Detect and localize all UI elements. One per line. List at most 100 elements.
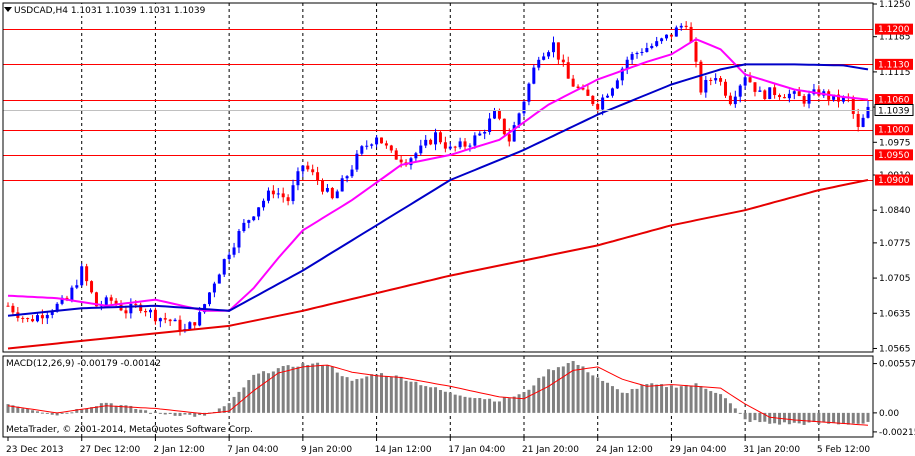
macd-histogram-bar [178, 412, 182, 416]
candle [640, 48, 644, 56]
candle [129, 298, 133, 319]
macd-histogram-bar [615, 389, 619, 413]
candle-body [311, 169, 315, 173]
candle-body [497, 110, 501, 119]
macd-histogram-bar [134, 408, 138, 413]
candle-body [21, 317, 25, 319]
macd-histogram-bar [424, 386, 428, 413]
candle [394, 148, 398, 160]
macd-histogram-bar [792, 412, 796, 423]
macd-axis-label: -0.00215 [879, 428, 915, 438]
main-panel [3, 3, 873, 352]
macd-histogram-bar [340, 376, 344, 413]
candle [699, 59, 703, 95]
candle [286, 194, 290, 206]
macd-histogram-bar [266, 373, 270, 413]
macd-histogram-bar [119, 405, 123, 413]
macd-histogram-bar [517, 394, 521, 413]
chart-dropdown-icon[interactable] [4, 7, 12, 12]
macd-histogram-bar [817, 412, 821, 424]
macd-histogram-bar [468, 397, 472, 413]
candle [615, 78, 619, 90]
candle [468, 143, 472, 152]
macd-histogram-bar [252, 374, 256, 413]
macd-histogram-bar [561, 366, 565, 413]
candle-body [355, 153, 359, 170]
macd-histogram-bar [497, 401, 501, 413]
candle [350, 165, 354, 179]
candle-body [512, 125, 516, 142]
candle-body [227, 254, 231, 260]
macd-histogram-bar [360, 378, 364, 413]
candle [434, 128, 438, 151]
time-axis-label: 14 Jan 12:00 [375, 445, 432, 455]
candle-body [207, 292, 211, 305]
macd-histogram-bar [443, 391, 447, 413]
candle [443, 136, 447, 153]
macd-histogram-bar [674, 387, 678, 413]
candle-body [537, 59, 541, 68]
macd-histogram-bar [26, 408, 30, 413]
macd-histogram-bar [232, 396, 236, 413]
candle [571, 74, 575, 87]
candle [502, 118, 506, 137]
candle-body [149, 309, 153, 313]
candle [21, 316, 25, 323]
price-axis-label: 1.1115 [879, 68, 911, 78]
macd-histogram-bar [802, 412, 806, 425]
candle [158, 317, 162, 328]
macd-histogram-bar [335, 372, 339, 413]
candle [232, 242, 236, 258]
macd-histogram-bar [728, 403, 732, 413]
macd-histogram-bar [782, 412, 786, 423]
macd-histogram-bar [846, 412, 850, 425]
candle [424, 135, 428, 149]
macd-signal-line [7, 364, 869, 426]
candle [237, 228, 241, 254]
candle-body [340, 178, 344, 192]
candle [173, 318, 177, 322]
candle-body [134, 303, 138, 305]
macd-histogram-bar [851, 412, 855, 424]
candle-body [129, 303, 133, 314]
candle [463, 138, 467, 151]
candle-body [778, 95, 782, 98]
macd-histogram-bar [463, 396, 467, 413]
candle [163, 312, 167, 324]
candle-body [60, 297, 64, 304]
candle [797, 86, 801, 97]
macd-histogram-bar [601, 380, 605, 413]
macd-histogram-bar [660, 384, 664, 413]
candle-body [689, 26, 693, 43]
macd-histogram-bar [40, 412, 44, 414]
macd-histogram-bar [610, 386, 614, 413]
main-frame [2, 2, 874, 353]
candle-body [684, 25, 688, 27]
macd-histogram-bar [85, 408, 89, 413]
candle [719, 75, 723, 86]
candle-body [114, 300, 118, 305]
candle [689, 22, 693, 43]
candle-body [389, 145, 393, 151]
macd-histogram-bar [306, 364, 310, 413]
macd-histogram-bar [414, 381, 418, 413]
macd-histogram-bar [453, 394, 457, 413]
candle [429, 138, 433, 146]
macd-histogram-bar [438, 390, 442, 413]
macd-histogram-bar [522, 392, 526, 413]
macd-histogram-bar [394, 375, 398, 413]
candle [257, 207, 261, 221]
copyright-text: MetaTrader, © 2001-2014, MetaQuotes Soft… [6, 425, 253, 435]
macd-histogram-bar [827, 412, 831, 424]
candle [247, 219, 251, 229]
candle-body [419, 145, 423, 154]
macd-histogram-bar [399, 376, 403, 413]
candle-body [807, 94, 811, 104]
candle-body [610, 88, 614, 96]
candle-body [571, 78, 575, 87]
candle [630, 51, 634, 65]
current-price-label-box [874, 104, 914, 116]
candle [768, 87, 772, 100]
